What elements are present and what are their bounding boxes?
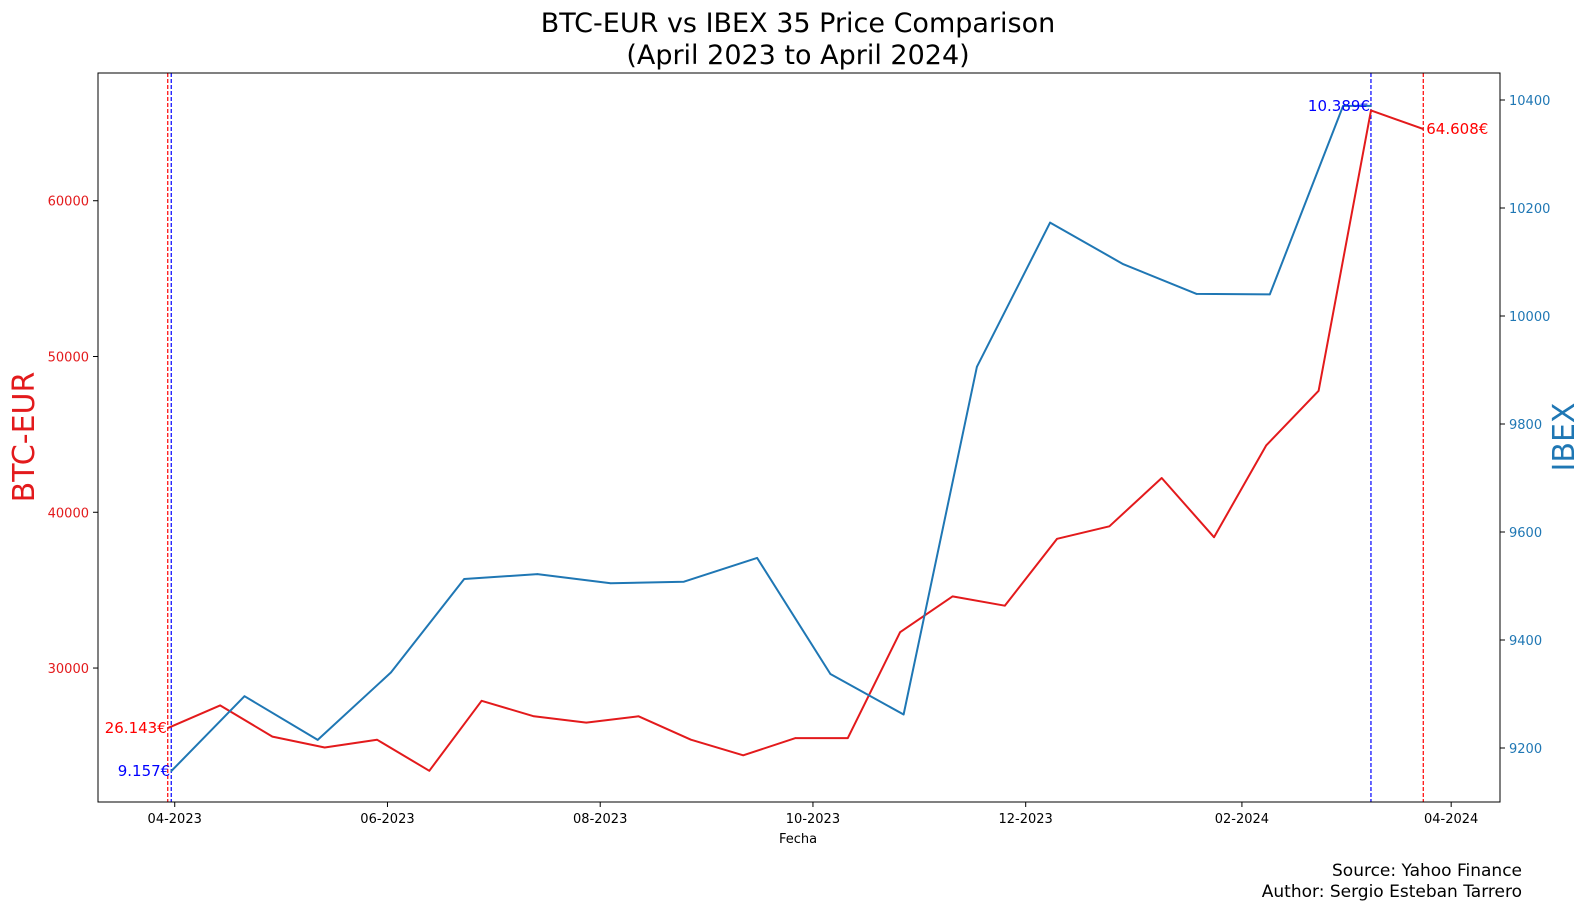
plot-frame — [97, 72, 1501, 803]
data-point-btc-eur — [1213, 536, 1215, 538]
data-point-btc-eur — [219, 704, 221, 707]
data-point-btc-eur — [690, 738, 692, 741]
data-point-btc-eur — [1056, 538, 1058, 540]
annotation-label-1: 9.157€ — [118, 762, 171, 780]
series-line-btc-eur — [167, 109, 1424, 772]
data-point-ibex — [170, 770, 172, 772]
data-point-btc-eur — [1265, 444, 1268, 447]
y-axis-left: 30000 40000 50000 60000 — [48, 195, 98, 677]
x-axis-label: Fecha — [779, 832, 817, 847]
y-right-tick-label: 9200 — [1509, 742, 1542, 757]
chart-title-line-2: (April 2023 to April 2024) — [626, 40, 969, 71]
data-point-ibex — [1049, 221, 1051, 224]
annotation-label-0: 26.143€ — [105, 719, 167, 737]
y-right-tick-label: 9400 — [1509, 634, 1542, 649]
chart-title-line-1: BTC-EUR vs IBEX 35 Price Comparison — [541, 8, 1056, 39]
data-point-btc-eur — [480, 700, 483, 702]
data-point-btc-eur — [585, 721, 588, 724]
data-point-btc-eur — [1370, 109, 1372, 112]
data-point-btc-eur — [847, 737, 849, 739]
y-axis-left-label: BTC-EUR — [7, 372, 42, 503]
data-point-ibex — [609, 582, 612, 585]
y-right-tick-label: 9600 — [1509, 526, 1542, 541]
footer-author: Author: Sergio Esteban Tarrero — [1262, 882, 1522, 902]
x-tick-label: 02-2024 — [1215, 812, 1269, 827]
plot-area — [167, 73, 1425, 802]
y-right-tick-label: 10400 — [1509, 94, 1550, 109]
data-point-ibex — [683, 580, 685, 583]
data-point-btc-eur — [794, 737, 797, 739]
x-tick-label: 10-2023 — [786, 812, 840, 827]
y-right-tick-label: 10000 — [1509, 310, 1550, 325]
data-point-ibex — [976, 366, 978, 368]
y-right-tick-label: 10200 — [1509, 202, 1550, 217]
data-point-btc-eur — [533, 715, 535, 718]
x-tick-label: 08-2023 — [573, 812, 627, 827]
data-point-ibex — [463, 578, 466, 580]
x-tick-label: 04-2024 — [1424, 812, 1478, 827]
data-point-ibex — [390, 671, 392, 674]
data-point-ibex — [829, 673, 832, 675]
data-point-ibex — [243, 695, 246, 697]
data-point-ibex — [1122, 263, 1125, 266]
data-point-ibex — [1370, 105, 1372, 107]
data-point-ibex — [756, 557, 758, 559]
series-line-ibex — [170, 104, 1371, 772]
x-tick-label: 04-2023 — [148, 812, 202, 827]
data-point-ibex — [902, 713, 905, 716]
annotations: 26.143€ 9.157€ 10.389€ 64.608€ — [105, 97, 1489, 780]
data-point-btc-eur — [271, 735, 274, 738]
y-left-tick-label: 30000 — [48, 662, 89, 677]
data-point-btc-eur — [899, 631, 901, 633]
x-tick-label: 12-2023 — [999, 812, 1053, 827]
annotation-label-3: 64.608€ — [1426, 120, 1488, 138]
y-axis-right-label: IBEX — [1547, 403, 1582, 472]
data-point-btc-eur — [323, 746, 326, 749]
x-axis: 04-2023 06-2023 08-2023 10-2023 12-2023 02-20… — [148, 802, 1478, 827]
data-point-ibex — [1269, 293, 1271, 296]
annotation-label-2: 10.389€ — [1308, 97, 1370, 115]
data-point-btc-eur — [428, 770, 431, 772]
data-point-btc-eur — [637, 715, 640, 718]
data-point-btc-eur — [1160, 477, 1163, 479]
data-point-btc-eur — [1422, 128, 1425, 130]
x-tick-label: 06-2023 — [360, 812, 414, 827]
data-point-btc-eur — [1108, 525, 1111, 528]
y-left-tick-label: 50000 — [48, 351, 89, 366]
data-point-btc-eur — [951, 595, 954, 598]
data-point-ibex — [1342, 105, 1344, 107]
y-axis-right: 9200 9400 9600 9800 10000 10200 10400 — [1500, 94, 1550, 757]
data-point-btc-eur — [742, 754, 744, 757]
data-point-ibex — [1195, 293, 1198, 295]
y-right-tick-label: 9800 — [1509, 418, 1542, 433]
data-point-ibex — [536, 573, 539, 575]
data-point-ibex — [316, 739, 319, 741]
y-left-tick-label: 40000 — [48, 506, 89, 521]
footer-source: Source: Yahoo Finance — [1332, 861, 1522, 881]
y-left-tick-label: 60000 — [48, 195, 89, 210]
data-point-btc-eur — [1317, 390, 1320, 392]
data-point-btc-eur — [1004, 604, 1006, 607]
data-point-btc-eur — [376, 738, 378, 741]
data-point-btc-eur — [167, 727, 169, 729]
